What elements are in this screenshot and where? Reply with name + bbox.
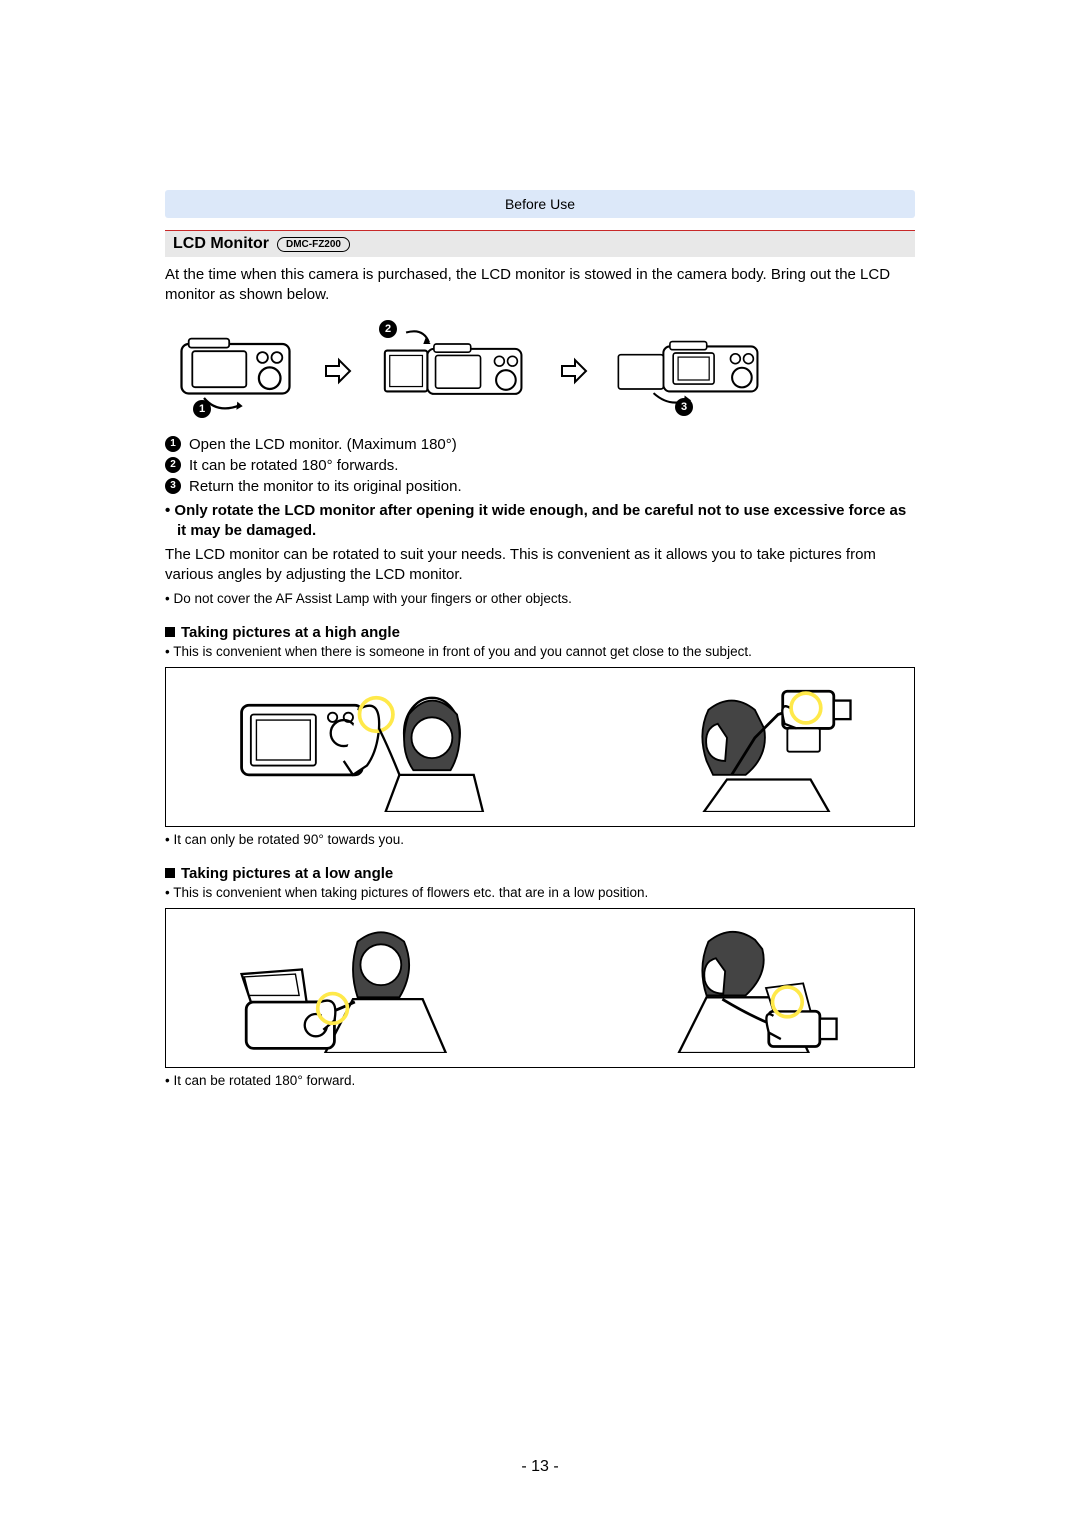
high-angle-note: • This is convenient when there is someo… — [165, 643, 915, 661]
low-angle-illustration-frame — [165, 908, 915, 1068]
low-angle-heading: Taking pictures at a low angle — [165, 865, 915, 882]
square-bullet-icon — [165, 868, 175, 878]
step-row: 1 Open the LCD monitor. (Maximum 180°) — [165, 434, 915, 455]
num-2-icon: 2 — [165, 457, 181, 473]
square-bullet-icon — [165, 627, 175, 637]
step-text: Return the monitor to its original posit… — [189, 476, 462, 497]
low-angle-note: • This is convenient when taking picture… — [165, 884, 915, 902]
step-text: It can be rotated 180° forwards. — [189, 455, 398, 476]
low-angle-front-illustration — [186, 923, 520, 1053]
callout-1: 1 — [193, 400, 211, 418]
intro-text: At the time when this camera is purchase… — [165, 265, 915, 306]
high-angle-illustration-frame — [165, 667, 915, 827]
step-text: Open the LCD monitor. (Maximum 180°) — [189, 434, 457, 455]
callout-3: 3 — [675, 398, 693, 416]
heading-label: Taking pictures at a low angle — [181, 865, 393, 882]
low-angle-caption: • It can be rotated 180° forward. — [165, 1072, 915, 1090]
heading-label: Taking pictures at a high angle — [181, 624, 400, 641]
section-title: LCD Monitor — [173, 235, 269, 253]
high-angle-caption: • It can only be rotated 90° towards you… — [165, 831, 915, 849]
camera-step1-illustration: 1 — [165, 326, 315, 416]
explain-text: The LCD monitor can be rotated to suit y… — [165, 545, 915, 586]
high-angle-heading: Taking pictures at a high angle — [165, 624, 915, 641]
warning-text: • Only rotate the LCD monitor after open… — [165, 501, 915, 542]
num-1-icon: 1 — [165, 436, 181, 452]
callout-2: 2 — [379, 320, 397, 338]
open-monitor-diagram: 1 2 — [165, 316, 915, 426]
arrow-right-icon — [559, 356, 589, 386]
manual-page: Before Use LCD Monitor DMC-FZ200 At the … — [0, 0, 1080, 1526]
high-angle-side-illustration — [560, 682, 894, 812]
arrow-right-icon — [323, 356, 353, 386]
step-row: 3 Return the monitor to its original posi… — [165, 476, 915, 497]
af-note: • Do not cover the AF Assist Lamp with y… — [165, 590, 915, 608]
section-header: LCD Monitor DMC-FZ200 — [165, 230, 915, 257]
high-angle-front-illustration — [186, 682, 520, 812]
camera-step2-illustration: 2 — [361, 326, 551, 416]
model-badge: DMC-FZ200 — [277, 237, 350, 252]
breadcrumb: Before Use — [165, 190, 915, 218]
step-row: 2 It can be rotated 180° forwards. — [165, 455, 915, 476]
page-number: - 13 - — [0, 1458, 1080, 1476]
num-3-icon: 3 — [165, 478, 181, 494]
camera-step3-illustration: 3 — [597, 326, 787, 416]
low-angle-side-illustration — [560, 923, 894, 1053]
numbered-steps: 1 Open the LCD monitor. (Maximum 180°) 2I… — [165, 434, 915, 497]
